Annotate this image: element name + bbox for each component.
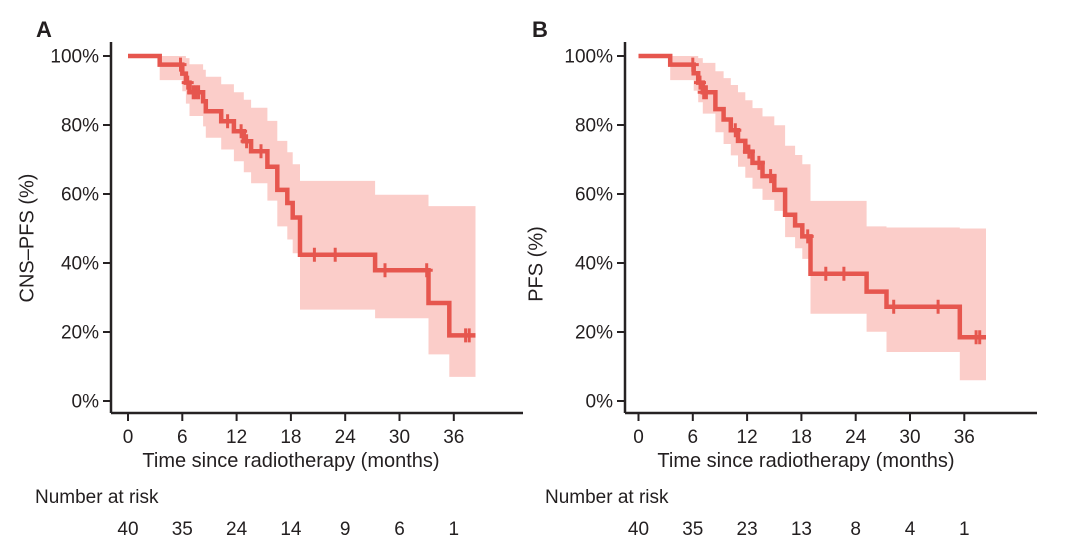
risk-count-b: 1 — [959, 519, 970, 540]
y-tick-label-b: 20% — [575, 323, 613, 344]
censor-mark-a — [420, 263, 433, 278]
censor-mark-b — [887, 299, 900, 314]
x-axis-title-b: Time since radiotherapy (months) — [657, 450, 955, 472]
x-tick-label-b: 30 — [899, 427, 920, 448]
censor-mark-b — [801, 229, 814, 244]
risk-count-b: 35 — [682, 519, 703, 540]
censor-mark-b — [694, 75, 706, 90]
x-tick-label-b: 0 — [633, 427, 644, 448]
x-tick-label-b: 12 — [737, 427, 758, 448]
censor-mark-a — [174, 57, 187, 72]
risk-count-a: 14 — [280, 519, 302, 540]
x-tick-label-a: 36 — [443, 427, 464, 448]
y-tick-label-a: 100% — [50, 47, 99, 68]
risk-count-a: 9 — [340, 519, 351, 540]
number-at-risk-label-a: Number at risk — [35, 487, 159, 508]
censor-mark-a — [235, 124, 248, 139]
censor-mark-a — [379, 263, 391, 278]
risk-count-b: 23 — [737, 519, 758, 540]
censor-mark-a — [463, 328, 476, 343]
censor-mark-b — [973, 330, 986, 345]
censor-mark-a — [255, 144, 267, 159]
x-tick-label-b: 18 — [791, 427, 812, 448]
censor-mark-a — [221, 114, 234, 129]
x-tick-label-a: 6 — [177, 427, 188, 448]
y-tick-label-b: 40% — [575, 254, 613, 275]
x-tick-label-a: 12 — [226, 427, 247, 448]
risk-count-a: 40 — [117, 519, 138, 540]
panel-label-a: A — [36, 17, 52, 42]
y-axis-title-pfs: PFS (%) — [525, 226, 548, 302]
censor-mark-b — [700, 85, 713, 100]
risk-count-b: 13 — [791, 519, 812, 540]
confidence-band-b — [638, 56, 986, 381]
risk-count-b: 8 — [850, 519, 861, 540]
risk-count-a: 24 — [226, 519, 248, 540]
censor-mark-b — [686, 57, 699, 72]
censor-mark-b — [729, 123, 742, 138]
x-tick-label-a: 18 — [280, 427, 301, 448]
censor-mark-a — [308, 247, 321, 262]
y-tick-label-a: 0% — [72, 392, 100, 413]
x-tick-label-b: 24 — [845, 427, 867, 448]
x-tick-label-a: 24 — [335, 427, 357, 448]
x-tick-label-a: 0 — [123, 427, 134, 448]
y-tick-label-b: 0% — [586, 392, 614, 413]
y-tick-label-b: 100% — [564, 47, 613, 68]
panel-label-b: B — [532, 17, 548, 42]
x-tick-label-b: 36 — [954, 427, 975, 448]
censor-mark-b — [837, 266, 850, 281]
censor-mark-b — [742, 144, 755, 159]
risk-count-b: 40 — [628, 519, 649, 540]
risk-count-b: 4 — [905, 519, 916, 540]
censor-mark-a — [192, 85, 205, 100]
y-tick-label-a: 20% — [61, 323, 99, 344]
number-at-risk-label-b: Number at risk — [545, 487, 669, 508]
risk-count-a: 1 — [449, 519, 460, 540]
x-tick-label-a: 30 — [389, 427, 410, 448]
censor-mark-b — [932, 299, 945, 314]
y-axis-title-cns-pfs: CNS–PFS (%) — [16, 173, 39, 303]
x-axis-title-a: Time since radiotherapy (months) — [142, 450, 440, 472]
y-tick-label-b: 60% — [575, 185, 613, 206]
censor-mark-a — [181, 75, 194, 90]
y-tick-label-a: 40% — [61, 254, 99, 275]
censor-mark-a — [240, 134, 253, 149]
censor-mark-a — [329, 247, 342, 262]
risk-count-a: 6 — [394, 519, 405, 540]
y-tick-label-a: 60% — [61, 185, 99, 206]
censor-mark-b — [819, 266, 832, 281]
y-tick-label-a: 80% — [61, 116, 99, 137]
risk-count-a: 35 — [172, 519, 193, 540]
x-tick-label-b: 6 — [688, 427, 699, 448]
censor-mark-b — [752, 155, 765, 170]
y-tick-label-b: 80% — [575, 116, 613, 137]
censor-mark-b — [764, 169, 777, 184]
